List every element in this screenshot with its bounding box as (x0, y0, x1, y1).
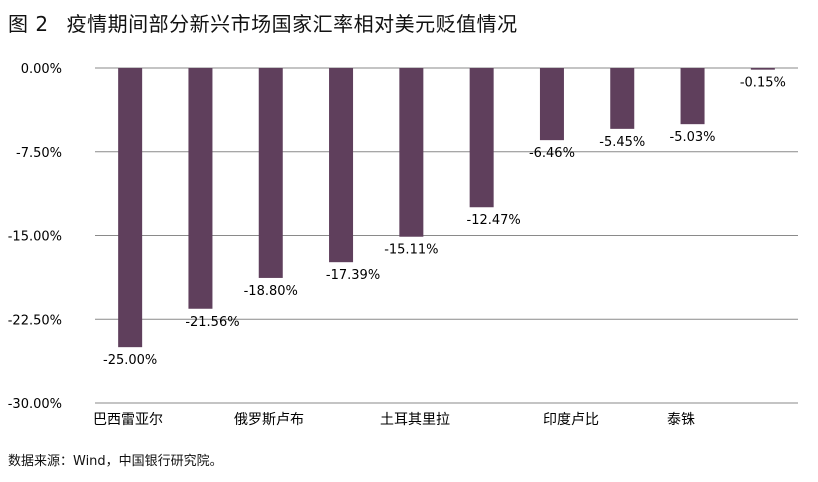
data-label: -21.56% (185, 315, 239, 330)
bar (188, 68, 213, 309)
y-tick-label: -7.50% (16, 146, 62, 161)
data-label: -25.00% (103, 353, 157, 368)
bar (610, 68, 635, 129)
chart-title-text: 疫情期间部分新兴市场国家汇率相对美元贬值情况 (66, 12, 518, 36)
y-tick-label: -30.00% (8, 397, 62, 412)
x-tick-label: 俄罗斯卢布 (234, 412, 304, 428)
x-tick-label: 巴西雷亚尔 (93, 412, 163, 428)
x-tick-label: 泰铢 (667, 412, 695, 428)
y-tick-label: -22.50% (8, 313, 62, 328)
bar (539, 68, 564, 141)
x-tick-label: 土耳其里拉 (380, 412, 450, 428)
data-label: -6.46% (529, 146, 575, 161)
source-note: 数据来源：Wind，中国银行研究院。 (8, 454, 223, 469)
bar (469, 68, 494, 208)
bar (329, 68, 354, 263)
bar (118, 68, 143, 348)
y-tick-label: 0.00% (21, 62, 62, 77)
y-tick-label: -15.00% (8, 230, 62, 245)
bar (399, 68, 424, 237)
bar (680, 68, 705, 125)
data-label: -18.80% (244, 284, 298, 299)
x-tick-label: 印度卢比 (543, 412, 599, 428)
data-label: -12.47% (467, 213, 521, 228)
data-label: -5.03% (670, 130, 716, 145)
bar (258, 68, 283, 278)
figure-label: 图 2 (8, 12, 49, 36)
data-label: -5.45% (599, 135, 645, 150)
chart-title: 图 2 疫情期间部分新兴市场国家汇率相对美元贬值情况 (8, 8, 518, 37)
data-label: -15.11% (384, 243, 438, 258)
bar (750, 68, 775, 70)
data-label: -17.39% (326, 268, 380, 283)
data-label: -0.15% (740, 76, 786, 91)
